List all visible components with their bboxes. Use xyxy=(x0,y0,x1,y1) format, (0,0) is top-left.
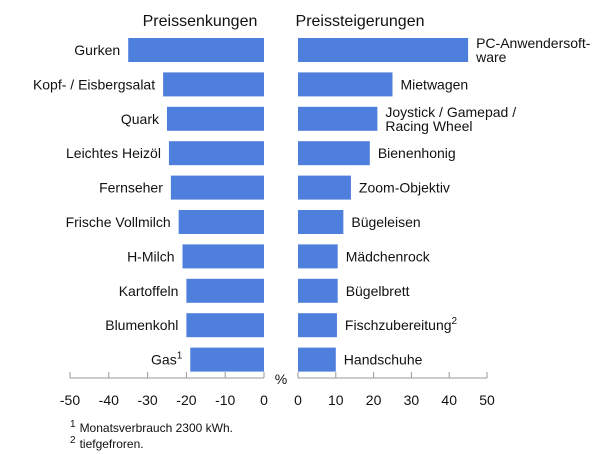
category-line: Joystick / Gamepad / xyxy=(385,104,516,120)
category-line: Bügeleisen xyxy=(351,214,420,230)
bar xyxy=(186,313,264,338)
bar xyxy=(168,141,264,166)
category-line: Kartoffeln xyxy=(119,283,179,299)
panel-title: Preissenkungen xyxy=(143,13,258,30)
bar xyxy=(182,244,264,269)
footnote-mark: 1 xyxy=(70,419,76,430)
category-label: H-Milch xyxy=(127,248,174,264)
footnote-ref: 1 xyxy=(177,351,183,362)
category-line: Leichtes Heizöl xyxy=(66,145,161,161)
bar xyxy=(128,38,264,62)
category-line: Gurken xyxy=(74,42,120,58)
x-tick-label: 0 xyxy=(294,392,302,408)
footnote-ref: 2 xyxy=(452,316,458,327)
category-label: Mädchenrock xyxy=(346,248,431,264)
bar xyxy=(163,72,264,97)
bar xyxy=(298,141,370,166)
category-label: Quark xyxy=(121,111,160,127)
category-label: Zoom-Objektiv xyxy=(359,180,450,196)
x-tick-label: 40 xyxy=(441,392,457,408)
bar xyxy=(178,210,264,234)
bar xyxy=(190,347,264,372)
category-label: Bügelbrett xyxy=(346,283,410,299)
footnote-text: Monatsverbrauch 2300 kWh. xyxy=(80,421,233,435)
x-tick-label: -20 xyxy=(176,392,196,408)
bar xyxy=(170,175,264,200)
category-line: Bügelbrett xyxy=(346,283,410,299)
category-line: Mädchenrock xyxy=(346,248,431,264)
category-line: ware xyxy=(475,49,507,65)
bar xyxy=(298,38,469,62)
category-line: Fernseher xyxy=(99,180,163,196)
bar xyxy=(298,175,351,200)
category-label: Gurken xyxy=(74,42,120,58)
footnote-text: tiefgefroren. xyxy=(80,437,144,451)
bar xyxy=(298,347,336,372)
category-label: Gas1 xyxy=(151,351,183,368)
category-line: Kopf- / Eisbergsalat xyxy=(33,76,155,92)
category-line: Mietwagen xyxy=(401,76,469,92)
x-tick-label: 30 xyxy=(404,392,420,408)
bar xyxy=(298,210,344,234)
footnote: 1 Monatsverbrauch 2300 kWh. xyxy=(70,419,233,435)
category-label: Leichtes Heizöl xyxy=(66,145,161,161)
footnote: 2 tiefgefroren. xyxy=(70,435,144,451)
bar xyxy=(298,313,337,338)
bar xyxy=(298,244,338,269)
category-line: Zoom-Objektiv xyxy=(359,180,450,196)
category-label: Bienenhonig xyxy=(378,145,456,161)
category-line: H-Milch xyxy=(127,248,174,264)
x-tick-label: -50 xyxy=(60,392,80,408)
bar xyxy=(167,106,264,131)
category-label: Joystick / Gamepad / Racing Wheel xyxy=(385,104,516,134)
x-axis-label: % xyxy=(275,371,287,387)
category-line: Bienenhonig xyxy=(378,145,456,161)
x-tick-label: -10 xyxy=(215,392,235,408)
category-line: Racing Wheel xyxy=(385,118,472,134)
panel-title: Preissteigerungen xyxy=(296,13,425,30)
category-label: Kopf- / Eisbergsalat xyxy=(33,76,155,92)
category-line: Frische Vollmilch xyxy=(66,214,171,230)
x-tick-label: 10 xyxy=(328,392,344,408)
category-line: Blumenkohl xyxy=(105,317,178,333)
category-line: PC-Anwendersoft- xyxy=(476,35,591,51)
category-label: Mietwagen xyxy=(401,76,469,92)
category-line: Gas xyxy=(151,352,177,368)
bar xyxy=(298,72,393,97)
x-tick-label: 20 xyxy=(366,392,382,408)
x-tick-label: -40 xyxy=(99,392,119,408)
category-label: Frische Vollmilch xyxy=(66,214,171,230)
category-label: Blumenkohl xyxy=(105,317,178,333)
bar xyxy=(186,278,264,303)
bar xyxy=(298,278,338,303)
x-tick-label: 0 xyxy=(260,392,268,408)
category-label: Fernseher xyxy=(99,180,163,196)
x-tick-label: -30 xyxy=(137,392,157,408)
footnote-mark: 2 xyxy=(70,435,76,446)
category-label: Handschuhe xyxy=(344,352,423,368)
category-label: Kartoffeln xyxy=(119,283,179,299)
category-label: Bügeleisen xyxy=(351,214,420,230)
category-line: Quark xyxy=(121,111,160,127)
category-label: PC-Anwendersoft-ware xyxy=(475,35,591,65)
x-tick-label: 50 xyxy=(479,392,495,408)
category-label: Fischzubereitung2 xyxy=(345,316,458,333)
category-line: Fischzubereitung xyxy=(345,317,452,333)
category-line: Handschuhe xyxy=(344,352,423,368)
bar xyxy=(298,106,378,131)
